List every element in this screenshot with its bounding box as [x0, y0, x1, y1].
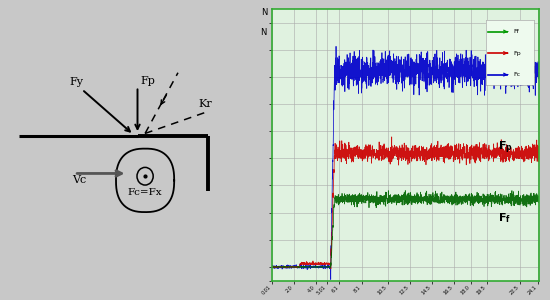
Text: Fp: Fp [514, 51, 521, 56]
Text: $\mathbf{F_p}$: $\mathbf{F_p}$ [498, 139, 513, 156]
Text: $\mathbf{F_c}$: $\mathbf{F_c}$ [498, 59, 512, 73]
Text: Kr: Kr [198, 99, 212, 109]
Text: Fy: Fy [69, 77, 83, 87]
Text: Fp: Fp [141, 76, 156, 86]
Text: Fc: Fc [514, 72, 521, 77]
Text: Fc=Fx: Fc=Fx [128, 188, 162, 197]
Text: $\mathbf{F_f}$: $\mathbf{F_f}$ [498, 211, 512, 225]
Y-axis label: N: N [261, 8, 267, 17]
Text: N: N [260, 28, 267, 37]
Text: Ff: Ff [514, 29, 519, 34]
Text: Vc: Vc [72, 175, 86, 185]
